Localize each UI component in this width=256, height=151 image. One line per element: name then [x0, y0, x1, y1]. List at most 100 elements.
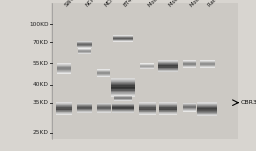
Bar [183, 67, 196, 68]
Bar [200, 64, 215, 65]
Bar [139, 113, 156, 114]
Bar [114, 97, 132, 98]
Bar [97, 110, 111, 111]
Bar [113, 35, 133, 36]
Bar [158, 110, 177, 111]
Bar [111, 86, 135, 87]
Bar [57, 64, 71, 65]
Bar [56, 111, 72, 112]
Bar [183, 110, 196, 111]
Bar [112, 105, 134, 106]
Bar [183, 109, 196, 110]
Bar [97, 106, 111, 107]
Bar [112, 110, 134, 111]
Bar [57, 66, 71, 67]
Bar [140, 63, 154, 64]
Bar [97, 112, 111, 113]
Bar [77, 108, 92, 109]
Bar [97, 74, 110, 75]
Bar [139, 108, 156, 109]
Bar [140, 66, 154, 67]
Bar [158, 67, 178, 68]
Bar [197, 108, 217, 109]
Bar [183, 60, 196, 61]
Bar [158, 112, 177, 113]
Bar [77, 47, 92, 48]
Bar [112, 103, 134, 104]
Bar [197, 112, 217, 113]
Bar [111, 96, 135, 97]
Bar [111, 85, 135, 86]
Bar [114, 100, 132, 101]
Bar [97, 71, 110, 72]
Text: Mouse ovary: Mouse ovary [189, 0, 217, 8]
Bar [139, 113, 156, 114]
Bar [111, 79, 135, 80]
Bar [197, 109, 217, 110]
Bar [112, 112, 134, 113]
Bar [56, 113, 72, 114]
Bar [114, 95, 132, 96]
Bar [77, 107, 92, 108]
Bar [56, 104, 72, 105]
Bar [183, 63, 196, 64]
Bar [77, 43, 92, 44]
Bar [200, 63, 215, 64]
Text: MCF7: MCF7 [104, 0, 118, 8]
Bar [57, 71, 71, 72]
Bar [56, 111, 72, 112]
Bar [111, 95, 135, 96]
Bar [158, 104, 177, 105]
Bar [57, 70, 71, 71]
Bar [158, 111, 177, 112]
Bar [158, 104, 177, 105]
Bar [77, 45, 92, 46]
Bar [200, 61, 215, 62]
Bar [97, 103, 111, 104]
Bar [57, 67, 71, 68]
Bar [114, 96, 132, 97]
Bar [158, 69, 178, 70]
Bar [78, 50, 91, 51]
Bar [111, 92, 135, 93]
Bar [111, 81, 135, 82]
Text: 55KD: 55KD [33, 61, 49, 66]
Bar [111, 78, 135, 79]
Bar [97, 107, 111, 108]
Bar [158, 107, 177, 108]
Bar [139, 104, 156, 105]
Bar [197, 110, 217, 111]
Bar [197, 113, 217, 114]
Bar [111, 85, 135, 86]
Bar [139, 112, 156, 113]
Bar [77, 41, 92, 42]
Bar [77, 47, 92, 48]
Bar [158, 106, 177, 107]
Bar [111, 84, 135, 85]
Bar [139, 106, 156, 107]
Bar [56, 105, 72, 106]
Bar [97, 105, 111, 106]
Bar [158, 113, 177, 114]
Bar [158, 65, 178, 66]
Bar [183, 107, 196, 108]
Bar [112, 108, 134, 109]
Bar [197, 114, 217, 115]
Bar [183, 62, 196, 63]
Bar [139, 111, 156, 112]
Bar [158, 113, 177, 114]
Bar [183, 61, 196, 62]
Bar [140, 64, 154, 65]
Text: Mouse lung: Mouse lung [147, 0, 172, 8]
Bar [78, 53, 91, 54]
Bar [158, 108, 177, 109]
Bar [57, 71, 71, 72]
Bar [183, 109, 196, 110]
Bar [158, 114, 177, 115]
Bar [97, 109, 111, 110]
Bar [57, 65, 71, 66]
Bar [140, 64, 154, 65]
Bar [57, 72, 71, 73]
Bar [57, 69, 71, 70]
Bar [56, 108, 72, 109]
